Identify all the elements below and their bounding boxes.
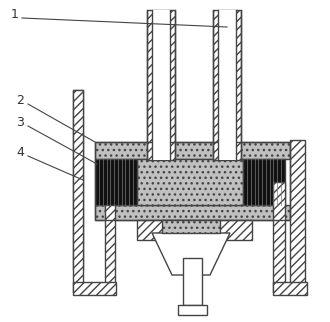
- Bar: [95, 205, 290, 220]
- Bar: [73, 282, 116, 295]
- Bar: [273, 282, 307, 295]
- Bar: [73, 90, 83, 292]
- Text: 3: 3: [16, 116, 24, 128]
- Bar: [147, 10, 175, 160]
- Text: 2: 2: [16, 93, 24, 107]
- Bar: [273, 182, 285, 292]
- Bar: [105, 182, 115, 292]
- Text: 1: 1: [11, 7, 19, 21]
- Bar: [95, 142, 290, 159]
- Bar: [243, 159, 285, 205]
- Bar: [95, 142, 290, 220]
- Bar: [73, 90, 83, 270]
- Bar: [95, 159, 137, 205]
- Bar: [178, 305, 207, 315]
- Bar: [218, 10, 236, 160]
- Bar: [183, 258, 202, 305]
- Polygon shape: [152, 233, 230, 275]
- Bar: [137, 159, 243, 205]
- Text: 4: 4: [16, 146, 24, 158]
- Bar: [290, 140, 305, 292]
- Bar: [213, 10, 241, 160]
- Bar: [152, 10, 170, 160]
- Bar: [137, 220, 252, 240]
- Bar: [162, 220, 220, 233]
